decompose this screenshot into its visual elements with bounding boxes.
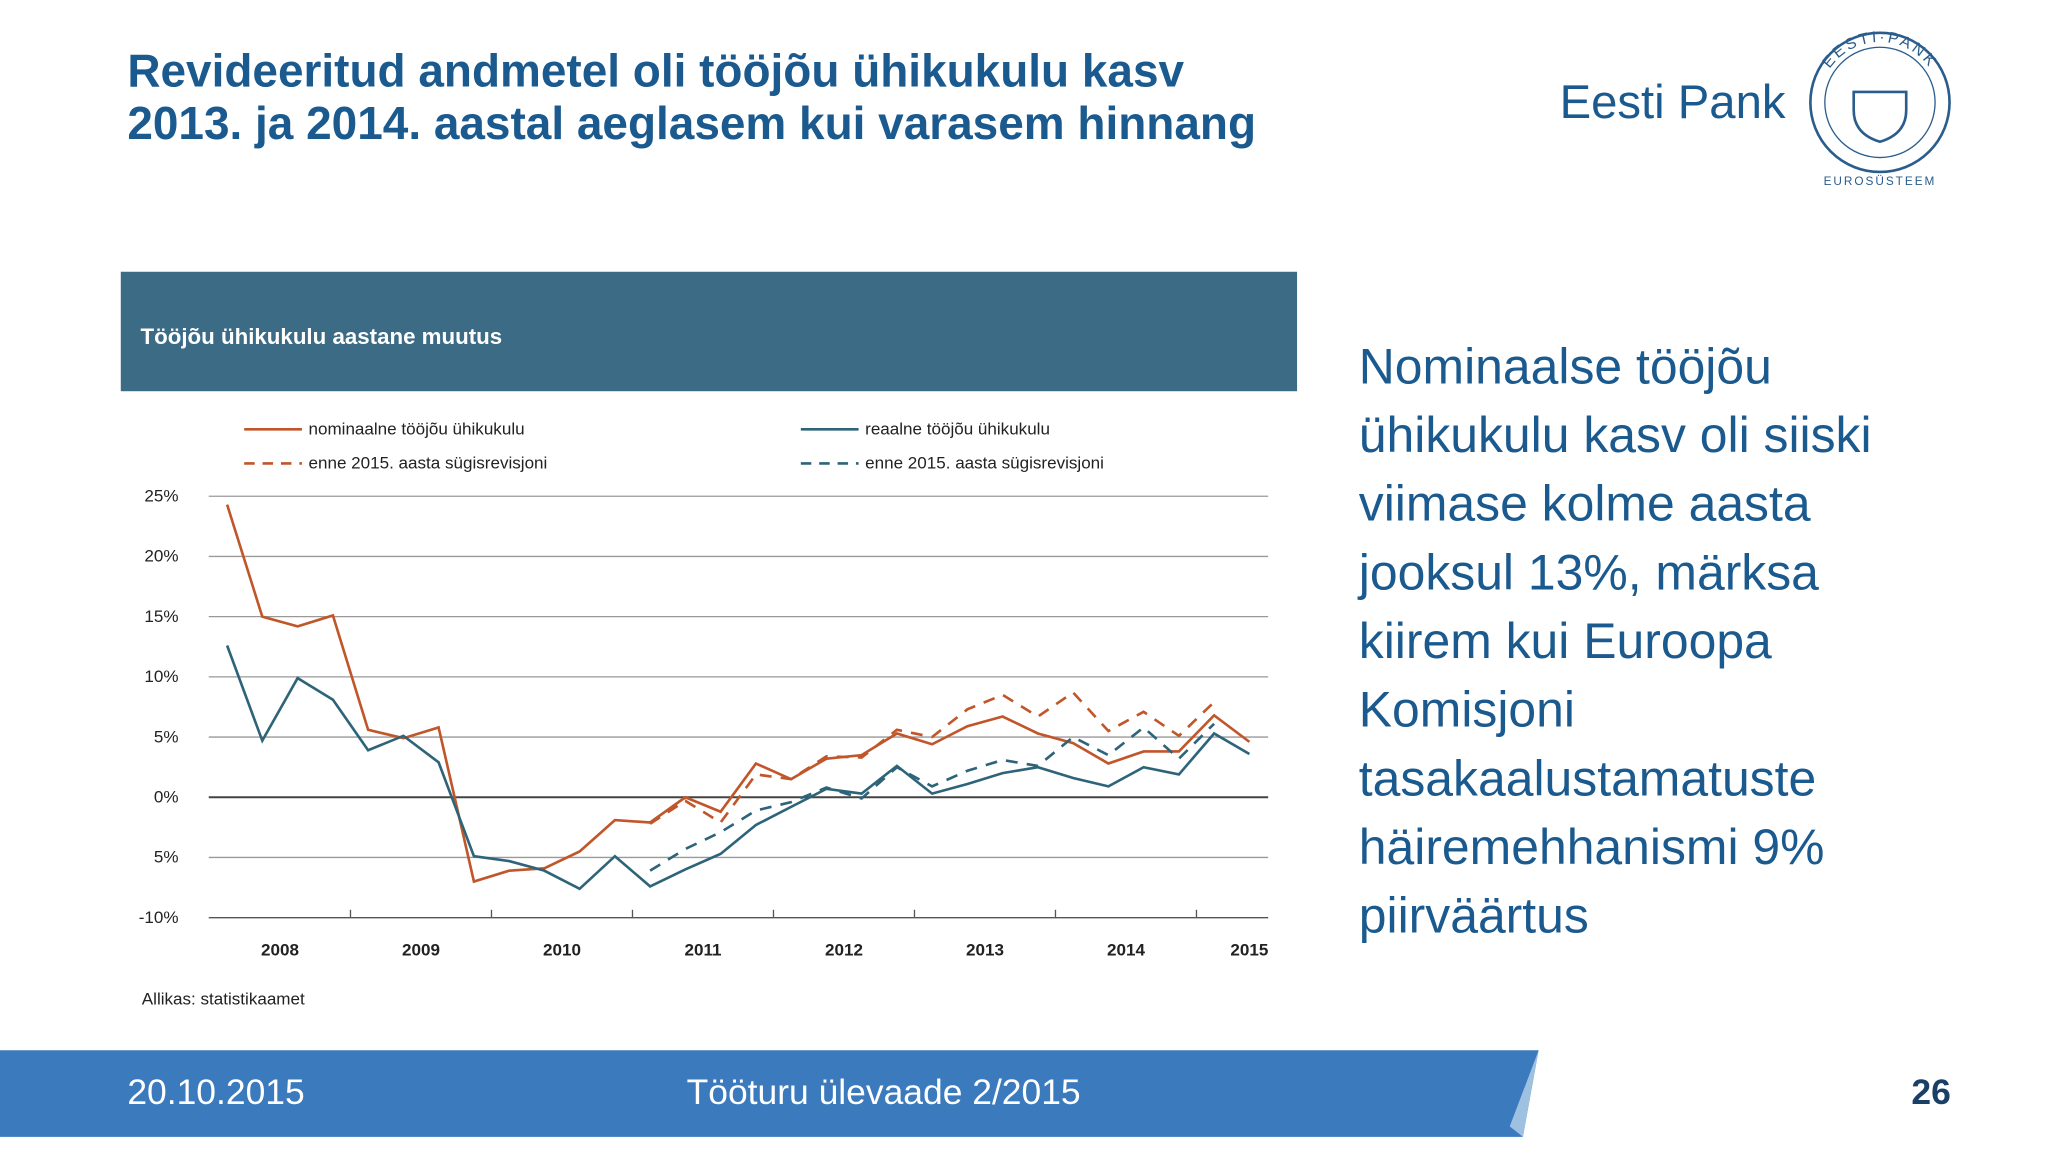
legend-label: reaalne tööjõu ühikukulu	[865, 420, 1050, 439]
body-line: häiremehhanismi 9%	[1359, 819, 1825, 875]
body-line: Komisjoni	[1359, 682, 1575, 738]
brand: Eesti Pank	[1560, 76, 1786, 129]
x-tick-label: 2013	[966, 941, 1004, 960]
chart-header	[120, 271, 1298, 392]
y-tick-label: 15%	[144, 607, 178, 626]
footer-band	[0, 1050, 1539, 1137]
x-tick-label: 2015	[1230, 941, 1268, 960]
body-line: ühikukulu kasv oli siiski	[1359, 407, 1872, 463]
series-line	[225, 504, 1251, 884]
y-tick-label: 5%	[154, 727, 179, 746]
body-line: jooksul 13%, märksa	[1357, 544, 1819, 600]
legend-label: enne 2015. aasta sügisrevisjoni	[309, 454, 548, 473]
legend-label: nominaalne tööjõu ühikukulu	[309, 420, 525, 439]
series-line	[649, 722, 1216, 872]
x-tick-label: 2008	[261, 941, 299, 960]
y-tick-label: 25%	[144, 486, 178, 505]
page-number: 26	[1911, 1072, 1950, 1112]
chart-title: Tööjõu ühikukulu aastane muutus	[140, 324, 502, 349]
footer-date: 20.10.2015	[127, 1072, 304, 1112]
body-line: kiirem kui Euroopa	[1359, 613, 1772, 669]
x-tick-label: 2009	[402, 941, 440, 960]
logo-bottom: EUROSÜSTEEM	[1824, 174, 1937, 188]
body-line: Nominaalse tööjõu	[1359, 338, 1772, 394]
y-tick-label: 5%	[154, 848, 179, 867]
title: Revideeritud andmetel oli tööjõu ühikuku…	[127, 45, 1184, 97]
series-line	[225, 645, 1251, 891]
x-tick-label: 2011	[684, 941, 721, 960]
series-line	[649, 690, 1216, 825]
y-tick-label: 0%	[154, 788, 179, 807]
x-tick-label: 2012	[825, 941, 863, 960]
footer-publication: Tööturu ülevaade 2/2015	[687, 1072, 1081, 1112]
title: 2013. ja 2014. aastal aeglasem kui varas…	[127, 97, 1256, 149]
body-line: tasakaalustamatuste	[1359, 750, 1816, 806]
y-tick-label: -10%	[139, 908, 179, 927]
source: Allikas: statistikaamet	[142, 989, 305, 1008]
body-line: piirväärtus	[1359, 888, 1589, 944]
body-line: viimase kolme aasta	[1359, 476, 1811, 532]
x-tick-label: 2014	[1107, 941, 1145, 960]
body-text: Nominaalse tööjõu ühikukulu kasv oli siis…	[1357, 338, 1872, 943]
footer-curl	[1509, 1050, 1539, 1137]
y-tick-label: 20%	[144, 547, 178, 566]
y-tick-label: 10%	[144, 667, 178, 686]
x-tick-label: 2010	[543, 941, 581, 960]
legend-label: enne 2015. aasta sügisrevisjoni	[865, 454, 1104, 473]
